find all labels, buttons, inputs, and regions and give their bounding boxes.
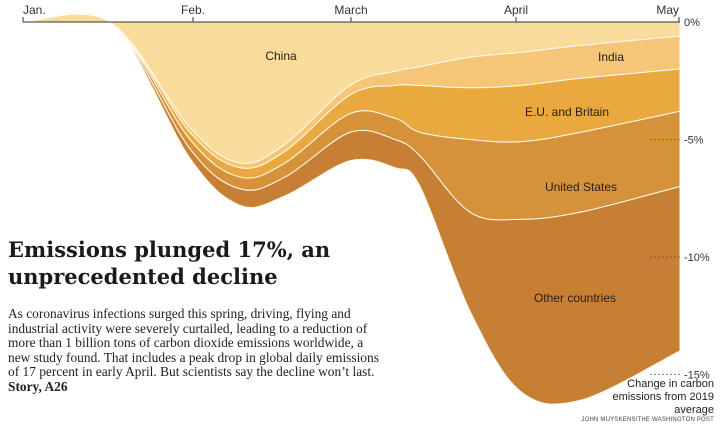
headline: Emissions plunged 17%, an unprecedented … xyxy=(8,237,331,289)
area-other-countries xyxy=(22,11,681,405)
y-tick-label: -15% xyxy=(684,370,710,382)
month-tick-label: April xyxy=(504,3,528,17)
y-axis-label: Change in carbon emissions from 2019 ave… xyxy=(612,378,715,416)
month-tick-label: May xyxy=(656,3,679,17)
y-tick-label: 0% xyxy=(684,17,700,29)
series-label: Other countries xyxy=(534,291,616,305)
month-ticks: Jan. Feb. March April May xyxy=(22,3,680,22)
month-tick-label: Jan. xyxy=(23,3,46,17)
y-tick-label: -5% xyxy=(684,135,704,147)
series-label: United States xyxy=(545,180,617,194)
series-label: E.U. and Britain xyxy=(525,105,609,119)
y-tick-label: -10% xyxy=(684,252,710,264)
series-label: China xyxy=(265,49,297,63)
article-text: As coronavirus infections surged this sp… xyxy=(8,306,379,379)
month-tick-label: Feb. xyxy=(181,3,205,17)
story-reference: Story, A26 xyxy=(8,378,68,394)
stacked-area-layers xyxy=(22,11,681,405)
article-body: As coronavirus infections surged this sp… xyxy=(8,306,383,394)
month-tick-label: March xyxy=(334,3,367,17)
series-label: India xyxy=(598,50,624,64)
chart-credit: JOHN MUYSKENS/THE WASHINGTON POST xyxy=(581,417,714,423)
series-labels: China India E.U. and Britain United States O… xyxy=(265,49,624,305)
y-axis-ticks: 0% -5% -10% -15% xyxy=(650,17,710,382)
